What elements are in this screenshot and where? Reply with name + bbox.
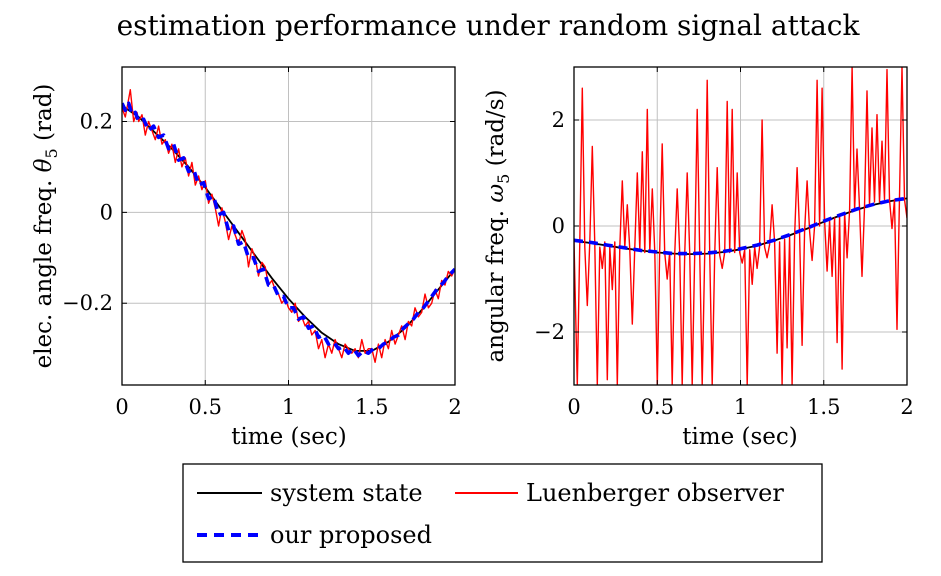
chart-angular-xtick-label-0: 0: [567, 395, 580, 419]
chart-angle-xtick-label-4: 2: [448, 395, 461, 419]
chart-angular-ylabel-symbol: ω: [483, 184, 509, 203]
chart-angular-xtick-label-1: 0.5: [641, 395, 674, 419]
chart-angle-ticks: 0 0.5 1 1.5 2 −0.2 0 0.2: [62, 67, 462, 419]
chart-angular-ylabel-sub: 5: [494, 174, 513, 184]
chart-angular-xlabel: time (sec): [682, 424, 798, 450]
chart-angle: 0 0.5 1 1.5 2 −0.2 0 0.2 time (sec) elec. angle…: [31, 66, 462, 450]
chart-angular-ylabel-suffix: (rad/s): [483, 89, 509, 173]
chart-angular-ticks: 0 0.5 1 1.5 2 −2 0 2: [534, 67, 914, 419]
chart-angle-ylabel-prefix: elec. angle freq.: [31, 172, 57, 368]
chart-angle-ytick-label-2: 0.2: [80, 110, 113, 134]
chart-angular-ylabel: angular freq. ω5 (rad/s): [483, 89, 513, 362]
chart-angular-series: [574, 67, 907, 385]
chart-angular-ytick-label-1: 0: [552, 214, 565, 238]
chart-angular-ytick-label-2: 2: [552, 108, 565, 132]
chart-angular-xtick-label-3: 1.5: [807, 395, 840, 419]
legend-label-proposed: our proposed: [270, 521, 432, 549]
chart-angle-series: [122, 88, 455, 363]
chart-angle-ylabel-suffix: (rad): [31, 84, 57, 149]
chart-angle-ylabel-sub: 5: [42, 148, 61, 158]
chart-angle-series-our-proposed: [122, 101, 455, 358]
chart-angular-series-our-proposed: [574, 196, 907, 256]
chart-angle-xlabel: time (sec): [231, 424, 347, 450]
chart-angle-ytick-label-1: 0: [100, 200, 113, 224]
legend-label-luenberger: Luenberger observer: [526, 479, 784, 507]
legend: system state Luenberger observer our pro…: [182, 463, 823, 563]
chart-angle-ytick-label-0: −0.2: [62, 291, 113, 315]
chart-angular: 0 0.5 1 1.5 2 −2 0 2 time (sec) angular freq. ω…: [483, 66, 914, 450]
figure-title: estimation performance under random sign…: [117, 9, 861, 42]
chart-angle-xtick-label-0: 0: [115, 395, 128, 419]
chart-angle-xtick-label-1: 0.5: [189, 395, 222, 419]
chart-angular-ylabel-prefix: angular freq.: [483, 203, 509, 363]
chart-angle-ylabel-symbol: θ: [31, 158, 57, 172]
chart-angle-xtick-label-2: 1: [282, 395, 295, 419]
chart-angular-ytick-label-0: −2: [534, 320, 565, 344]
chart-angle-xtick-label-3: 1.5: [355, 395, 388, 419]
chart-angular-xtick-label-4: 2: [900, 395, 913, 419]
legend-label-system-state: system state: [270, 479, 423, 507]
legend-box: [182, 463, 823, 563]
chart-angular-xtick-label-2: 1: [734, 395, 747, 419]
chart-angle-ylabel: elec. angle freq. θ5 (rad): [31, 84, 61, 369]
chart-angular-series-luenberger-observer: [574, 67, 907, 385]
